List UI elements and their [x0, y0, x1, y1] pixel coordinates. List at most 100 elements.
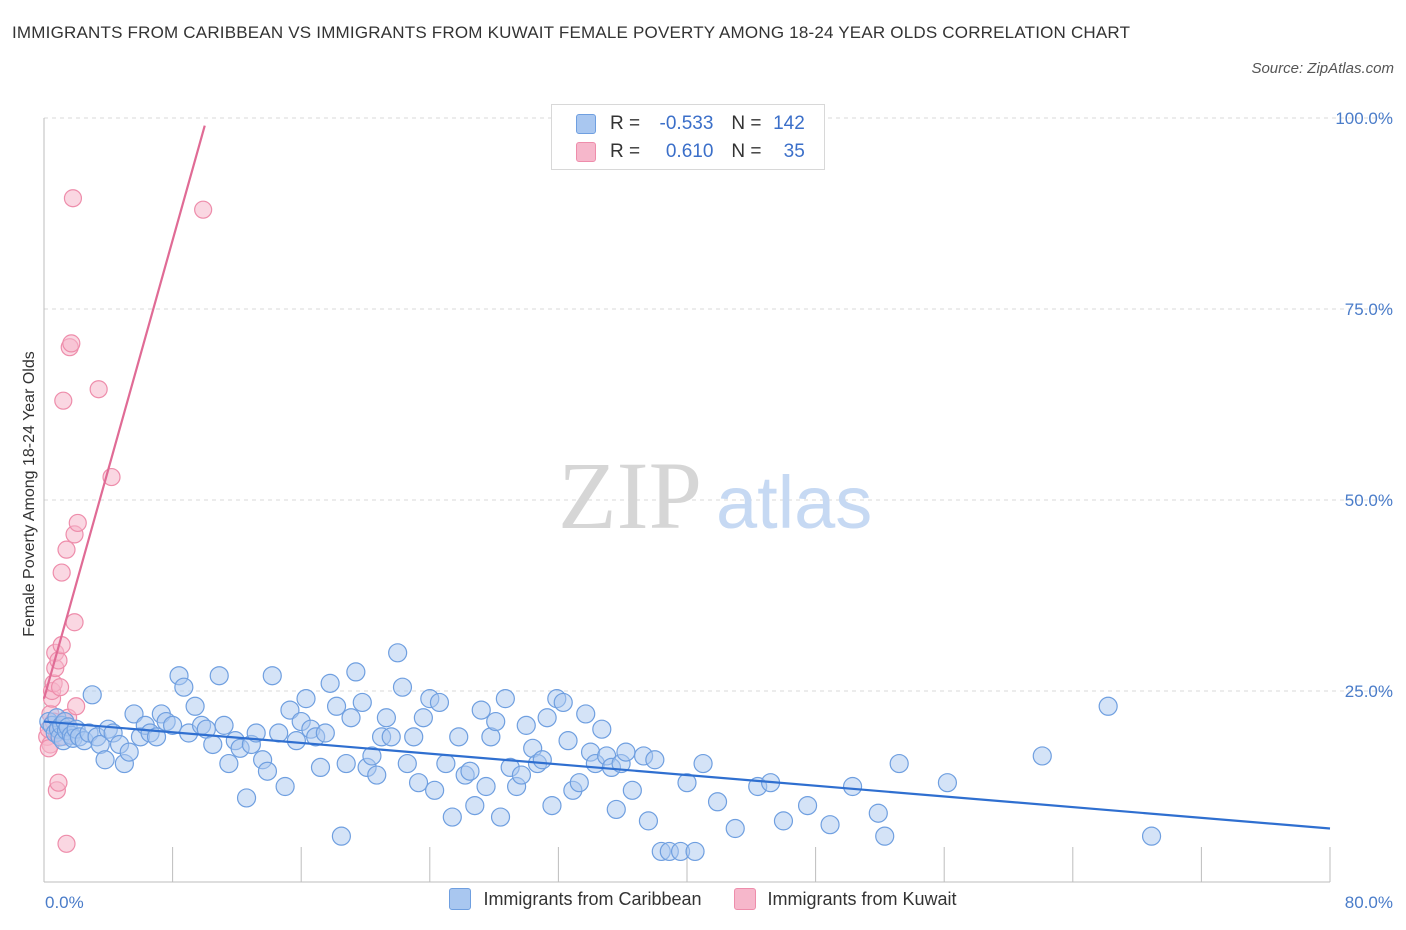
legend-r-label: R = [610, 141, 641, 162]
caribbean-point [163, 715, 183, 735]
kuwait-trend-line [42, 125, 206, 699]
caribbean-point [346, 662, 366, 682]
caribbean-point [569, 773, 589, 793]
caribbean-point [449, 727, 469, 747]
caribbean-point [442, 807, 462, 827]
caribbean-point [352, 692, 372, 713]
kuwait-point [54, 391, 73, 410]
legend-item-kuwait: Immigrants from Kuwait [733, 888, 957, 910]
legend-swatch-kuwait [733, 888, 756, 910]
legend-n-label: N = [731, 113, 762, 134]
caribbean-point [1141, 826, 1162, 846]
caribbean-point [408, 773, 429, 793]
caribbean-point [214, 715, 234, 735]
legend-swatch-kuwait [576, 142, 596, 162]
legend-label-caribbean: Immigrants from Caribbean [483, 888, 702, 909]
caribbean-point [889, 753, 909, 774]
caribbean-point [310, 757, 331, 778]
legend-row-caribbean: R = -0.533 N = 142 [576, 110, 805, 138]
grid-lines [44, 117, 1392, 692]
kuwait-point [49, 773, 68, 792]
x-tick-label: 0.0% [45, 893, 84, 912]
caribbean-point [576, 704, 596, 724]
caribbean-point [638, 811, 659, 831]
legend-swatch-caribbean [576, 114, 596, 134]
legend-item-caribbean: Immigrants from Caribbean [449, 888, 702, 910]
caribbean-point [436, 753, 456, 774]
caribbean-point [280, 700, 300, 720]
source-label: Source: ZipAtlas.com [1251, 60, 1394, 77]
series-legend: Immigrants from Caribbean Immigrants fro… [0, 888, 1406, 910]
kuwait-point [68, 513, 87, 533]
caribbean-point [209, 666, 229, 686]
caribbean-point [622, 780, 642, 800]
caribbean-point [236, 788, 257, 808]
caribbean-point [616, 742, 636, 762]
caribbean-point [471, 700, 491, 720]
tick-labels: 25.0% 50.0% 75.0% 100.0% 0.0% 80.0% [45, 109, 1393, 912]
caribbean-point [1098, 696, 1118, 716]
caribbean-point [82, 685, 102, 705]
caribbean-point [797, 795, 818, 816]
caribbean-point [296, 689, 316, 709]
caribbean-point [511, 765, 532, 785]
caribbean-point [693, 753, 713, 774]
caribbean-point [315, 723, 335, 743]
caribbean-point [286, 731, 306, 751]
watermark: ZIP atlas [558, 442, 872, 549]
caribbean-point [185, 696, 205, 716]
kuwait-point [194, 200, 213, 219]
caribbean-point [362, 746, 382, 766]
caribbean-point [773, 811, 794, 831]
watermark-atlas: atlas [716, 461, 872, 544]
caribbean-point [476, 776, 496, 797]
y-axis-label: Female Poverty Among 18-24 Year Olds [21, 351, 38, 637]
y-tick-label: 75.0% [1345, 300, 1393, 319]
caribbean-point [542, 795, 562, 816]
caribbean-point [429, 692, 450, 713]
caribbean-point [495, 689, 515, 709]
caribbean-point [425, 780, 445, 800]
caribbean-point [257, 761, 278, 781]
caribbean-point [376, 708, 396, 728]
caribbean-point [677, 773, 697, 793]
caribbean-point [262, 666, 282, 686]
caribbean-point [592, 719, 612, 739]
caribbean-point [320, 673, 340, 693]
caribbean-trend-line [43, 720, 1331, 830]
caribbean-point [820, 815, 840, 835]
caribbean-point [516, 715, 536, 735]
caribbean-point [413, 708, 433, 728]
trend-lines [42, 125, 1331, 830]
kuwait-point [67, 697, 86, 716]
caribbean-point [392, 677, 413, 697]
caribbean-point [95, 750, 115, 770]
caribbean-point [875, 826, 895, 846]
stats-legend: R = -0.533 N = 142 R = 0.610 N = 35 [551, 104, 825, 170]
caribbean-point [331, 826, 351, 846]
caribbean-point [404, 727, 424, 747]
y-tick-label: 25.0% [1345, 682, 1393, 701]
caribbean-point [465, 795, 485, 816]
kuwait-point [62, 334, 81, 353]
caribbean-point [937, 773, 958, 793]
caribbean-point [725, 818, 745, 839]
caribbean-point [124, 704, 144, 724]
legend-n-label: N = [731, 141, 762, 162]
legend-label-kuwait: Immigrants from Kuwait [767, 888, 957, 909]
kuwait-point [50, 678, 70, 697]
caribbean-point [553, 692, 573, 713]
caribbean-point [203, 734, 223, 755]
caribbean-point [336, 753, 356, 774]
caribbean-point [532, 750, 552, 770]
kuwait-point [89, 380, 108, 399]
caribbean-point [685, 841, 705, 862]
caribbean-point [558, 731, 578, 751]
caribbean-point [119, 742, 139, 762]
caribbean-point [460, 761, 480, 781]
caribbean-point [388, 643, 408, 663]
caribbean-point [707, 792, 728, 812]
caribbean-point [275, 776, 295, 797]
caribbean-point [645, 750, 665, 770]
caribbean-point [381, 727, 401, 747]
